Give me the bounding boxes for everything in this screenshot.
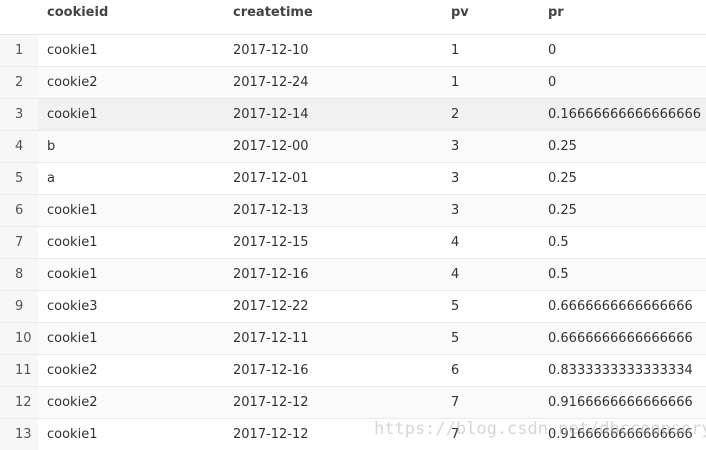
cell-cookieid: cookie3 — [47, 299, 98, 314]
cell-cookieid: cookie1 — [47, 203, 98, 218]
table-row[interactable]: 7 cookie1 2017-12-15 4 0.5 — [0, 227, 706, 259]
cell-pr: 0.6666666666666666 — [548, 299, 693, 314]
cell-createtime: 2017-12-14 — [233, 107, 309, 122]
cell-createtime: 2017-12-12 — [233, 395, 309, 410]
row-index: 6 — [0, 195, 38, 226]
cell-cookieid: b — [47, 139, 56, 154]
cell-pv: 2 — [451, 107, 460, 122]
cell-createtime: 2017-12-11 — [233, 331, 309, 346]
column-header-pr[interactable]: pr — [548, 5, 564, 20]
row-index: 1 — [0, 35, 38, 66]
cell-createtime: 2017-12-00 — [233, 139, 309, 154]
cell-cookieid: cookie2 — [47, 75, 98, 90]
row-index-header — [0, 0, 38, 34]
row-index: 13 — [0, 419, 38, 450]
cell-pv: 7 — [451, 395, 460, 410]
table-row[interactable]: 5 a 2017-12-01 3 0.25 — [0, 163, 706, 195]
table-row[interactable]: 3 cookie1 2017-12-14 2 0.16666666666666666 — [0, 99, 706, 131]
table-row[interactable]: 13 cookie1 2017-12-12 7 0.9166666666666666 — [0, 419, 706, 450]
table-row[interactable]: 9 cookie3 2017-12-22 5 0.6666666666666666 — [0, 291, 706, 323]
table-row[interactable]: 11 cookie2 2017-12-16 6 0.8333333333333334 — [0, 355, 706, 387]
cell-cookieid: cookie1 — [47, 235, 98, 250]
column-header-pv[interactable]: pv — [451, 5, 469, 20]
row-index: 10 — [0, 323, 38, 354]
row-index: 9 — [0, 291, 38, 322]
cell-createtime: 2017-12-12 — [233, 427, 309, 442]
row-index: 3 — [0, 99, 38, 130]
table-row[interactable]: 4 b 2017-12-00 3 0.25 — [0, 131, 706, 163]
cell-pv: 1 — [451, 75, 460, 90]
column-header-cookieid[interactable]: cookieid — [47, 5, 109, 20]
cell-cookieid: cookie1 — [47, 107, 98, 122]
cell-pv: 1 — [451, 43, 460, 58]
cell-pr: 0.6666666666666666 — [548, 331, 693, 346]
cell-cookieid: cookie1 — [47, 331, 98, 346]
cell-createtime: 2017-12-16 — [233, 363, 309, 378]
row-index: 8 — [0, 259, 38, 290]
cell-pv: 6 — [451, 363, 460, 378]
cell-createtime: 2017-12-13 — [233, 203, 309, 218]
table-row[interactable]: 8 cookie1 2017-12-16 4 0.5 — [0, 259, 706, 291]
table-row[interactable]: 2 cookie2 2017-12-24 1 0 — [0, 67, 706, 99]
cell-pr: 0.9166666666666666 — [548, 395, 693, 410]
cell-cookieid: cookie2 — [47, 363, 98, 378]
cell-createtime: 2017-12-22 — [233, 299, 309, 314]
cell-pv: 4 — [451, 235, 460, 250]
table-row[interactable]: 10 cookie1 2017-12-11 5 0.6666666666666666 — [0, 323, 706, 355]
row-index: 4 — [0, 131, 38, 162]
row-index: 2 — [0, 67, 38, 98]
cell-pr: 0 — [548, 43, 557, 58]
table-row[interactable]: 1 cookie1 2017-12-10 1 0 — [0, 35, 706, 67]
cell-pv: 5 — [451, 299, 460, 314]
cell-pr: 0 — [548, 75, 557, 90]
cell-createtime: 2017-12-10 — [233, 43, 309, 58]
cell-createtime: 2017-12-01 — [233, 171, 309, 186]
cell-createtime: 2017-12-24 — [233, 75, 309, 90]
row-index: 5 — [0, 163, 38, 194]
cell-pr: 0.25 — [548, 171, 577, 186]
cell-pr: 0.5 — [548, 235, 569, 250]
row-index: 12 — [0, 387, 38, 418]
cell-createtime: 2017-12-16 — [233, 267, 309, 282]
cell-pr: 0.8333333333333334 — [548, 363, 693, 378]
table-body: 1 cookie1 2017-12-10 1 0 2 cookie2 2017-12-24 1 0… — [0, 35, 706, 450]
cell-cookieid: cookie1 — [47, 267, 98, 282]
table-row[interactable]: 6 cookie1 2017-12-13 3 0.25 — [0, 195, 706, 227]
cell-pv: 3 — [451, 139, 460, 154]
cell-pr: 0.5 — [548, 267, 569, 282]
cell-pr: 0.16666666666666666 — [548, 107, 702, 122]
column-header-createtime[interactable]: createtime — [233, 5, 313, 20]
cell-cookieid: a — [47, 171, 55, 186]
cell-pr: 0.9166666666666666 — [548, 427, 693, 442]
cell-cookieid: cookie1 — [47, 427, 98, 442]
cell-pv: 7 — [451, 427, 460, 442]
cell-pv: 3 — [451, 203, 460, 218]
cell-pv: 5 — [451, 331, 460, 346]
cell-createtime: 2017-12-15 — [233, 235, 309, 250]
row-index: 7 — [0, 227, 38, 258]
cell-pr: 0.25 — [548, 139, 577, 154]
table-header: cookieid createtime pv pr — [0, 0, 706, 35]
cell-pv: 3 — [451, 171, 460, 186]
cell-cookieid: cookie2 — [47, 395, 98, 410]
cell-pv: 4 — [451, 267, 460, 282]
cell-cookieid: cookie1 — [47, 43, 98, 58]
table-row[interactable]: 12 cookie2 2017-12-12 7 0.9166666666666666 — [0, 387, 706, 419]
row-index: 11 — [0, 355, 38, 386]
cell-pr: 0.25 — [548, 203, 577, 218]
